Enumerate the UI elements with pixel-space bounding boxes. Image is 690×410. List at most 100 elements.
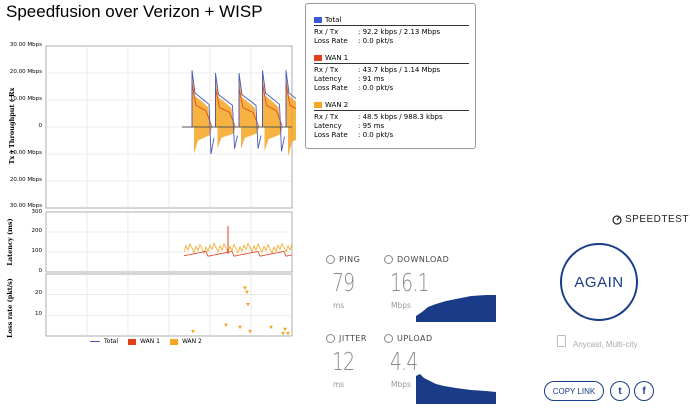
again-button[interactable]: AGAIN	[560, 243, 638, 321]
wan2-loss-point	[286, 331, 290, 336]
stat-value: : 0.0 pkt/s	[358, 131, 394, 139]
speedtest-brand-label: SPEEDTEST	[625, 214, 689, 225]
stat-key: Loss Rate	[314, 37, 348, 45]
latency-tick: 100	[31, 248, 43, 254]
wan2-throughput-area	[192, 70, 210, 127]
wan2-loss-point	[224, 323, 228, 328]
upload-label: UPLOAD	[384, 334, 433, 343]
upload-graph	[416, 374, 496, 404]
legend-item-total: Total	[90, 338, 118, 345]
throughput-tick: 30.00 Mbps	[9, 42, 42, 48]
throughput-tick: 0	[38, 123, 43, 129]
upload-graph-area	[416, 374, 496, 404]
download-icon	[384, 255, 393, 264]
throughput-tick: 10.00 Mbps	[9, 150, 42, 156]
wan2-swatch-icon	[314, 102, 322, 108]
server-icon	[557, 335, 566, 347]
stat-value: : 91 ms	[358, 75, 385, 83]
throughput-tick: 30.00 Mbps	[9, 203, 42, 209]
wan2-throughput-area	[241, 127, 259, 149]
facebook-share-button[interactable]: f	[634, 381, 654, 401]
wan2-throughput-area	[262, 70, 281, 127]
total-throughput-line	[191, 70, 215, 155]
wan2-loss-point	[283, 327, 287, 332]
wan2-loss-point	[238, 325, 242, 330]
stat-key: Loss Rate	[314, 131, 348, 139]
upload-unit: Mbps	[391, 380, 411, 389]
stat-key: Rx / Tx	[314, 66, 339, 74]
copy-link-button[interactable]: COPY LINK	[544, 381, 604, 401]
latency-axis-label: Latency (ms)	[6, 218, 14, 266]
wan2-loss-point	[269, 325, 273, 330]
ping-value: 79	[332, 268, 355, 297]
wan2-loss-point	[243, 286, 247, 290]
ping-icon	[326, 255, 335, 264]
stats-group-title: WAN 1	[325, 54, 349, 62]
wan2-loss-point	[245, 290, 249, 295]
download-label: DOWNLOAD	[384, 255, 449, 264]
wan2-throughput-area	[264, 127, 283, 152]
stats-box: Total Rx / Tx : 92.2 kbps / 2.13 Mbps Los…	[305, 3, 476, 149]
wan2-loss-point	[248, 329, 252, 334]
latency-tick: 200	[31, 228, 43, 234]
legend-line-icon	[90, 341, 100, 342]
stats-group-total: Total Rx / Tx: 92.2 kbps / 2.13 Mbps Los…	[314, 16, 469, 46]
jitter-icon	[326, 334, 335, 343]
upload-icon	[384, 334, 393, 343]
stat-value: : 0.0 pkt/s	[358, 37, 394, 45]
total-swatch-icon	[314, 17, 322, 23]
wan2-loss-point	[191, 329, 195, 334]
legend-label: WAN 1	[140, 338, 160, 345]
wan2-throughput-area	[194, 127, 212, 154]
stat-key: Latency	[314, 75, 342, 83]
wan2-throughput-area	[215, 73, 234, 127]
network-chart	[45, 45, 296, 337]
upload-value: 4.4	[390, 347, 418, 376]
wan2-loss-point	[246, 303, 250, 307]
wan2-latency-line	[183, 242, 293, 255]
stat-key: Loss Rate	[314, 84, 348, 92]
twitter-icon: t	[618, 385, 622, 397]
wan2-throughput-area	[286, 70, 296, 127]
upload-label-text: UPLOAD	[397, 334, 433, 343]
legend-swatch-icon	[128, 338, 137, 345]
legend-item-wan2: WAN 2	[169, 338, 202, 345]
wan2-throughput-area	[217, 127, 236, 149]
stat-key: Rx / Tx	[314, 113, 339, 121]
twitter-share-button[interactable]: t	[610, 381, 630, 401]
latency-tick: 300	[31, 209, 43, 215]
loss-tick: 10	[35, 311, 42, 317]
latency-tick: 0	[38, 268, 43, 274]
legend-label: WAN 2	[181, 338, 202, 345]
total-throughput-line	[238, 72, 262, 149]
wan2-loss-point	[281, 331, 285, 336]
throughput-tick: 10.00 Mbps	[9, 96, 42, 102]
jitter-label-text: JITTER	[339, 334, 367, 343]
stats-group-wan2: WAN 2 Rx / Tx : 48.5 kbps / 988.3 kbps La…	[314, 101, 469, 140]
download-graph-area	[416, 295, 496, 322]
stat-key: Latency	[314, 122, 342, 130]
stats-group-wan1: WAN 1 Rx / Tx : 43.7 kbps / 1.14 Mbps Lat…	[314, 54, 469, 93]
stat-value: : 0.0 pkt/s	[358, 84, 394, 92]
wan1-latency-line	[183, 250, 293, 257]
stat-value: : 95 ms	[358, 122, 385, 130]
jitter-label: JITTER	[326, 334, 367, 343]
chart-legend: Total WAN 1 WAN 2	[90, 338, 202, 345]
legend-swatch-icon	[169, 338, 178, 345]
legend-label: Total	[104, 338, 119, 345]
stats-group-title: Total	[325, 16, 342, 24]
server-label[interactable]: Anycast, Multi-city	[573, 340, 638, 349]
speedtest-logo-icon	[612, 214, 622, 225]
total-throughput-line	[262, 70, 285, 152]
stat-value: : 92.2 kbps / 2.13 Mbps	[358, 28, 441, 36]
wan1-swatch-icon	[314, 55, 322, 61]
download-unit: Mbps	[391, 301, 411, 310]
stat-value: : 43.7 kbps / 1.14 Mbps	[358, 66, 441, 74]
loss-tick: 20	[35, 290, 42, 296]
page-title: Speedfusion over Verizon + WISP	[6, 2, 263, 21]
wan2-throughput-area	[239, 73, 257, 127]
throughput-tick: 20.00 Mbps	[9, 69, 42, 75]
download-label-text: DOWNLOAD	[397, 255, 450, 264]
stat-value: : 48.5 kbps / 988.3 kbps	[358, 113, 443, 121]
stats-group-title: WAN 2	[325, 101, 349, 109]
